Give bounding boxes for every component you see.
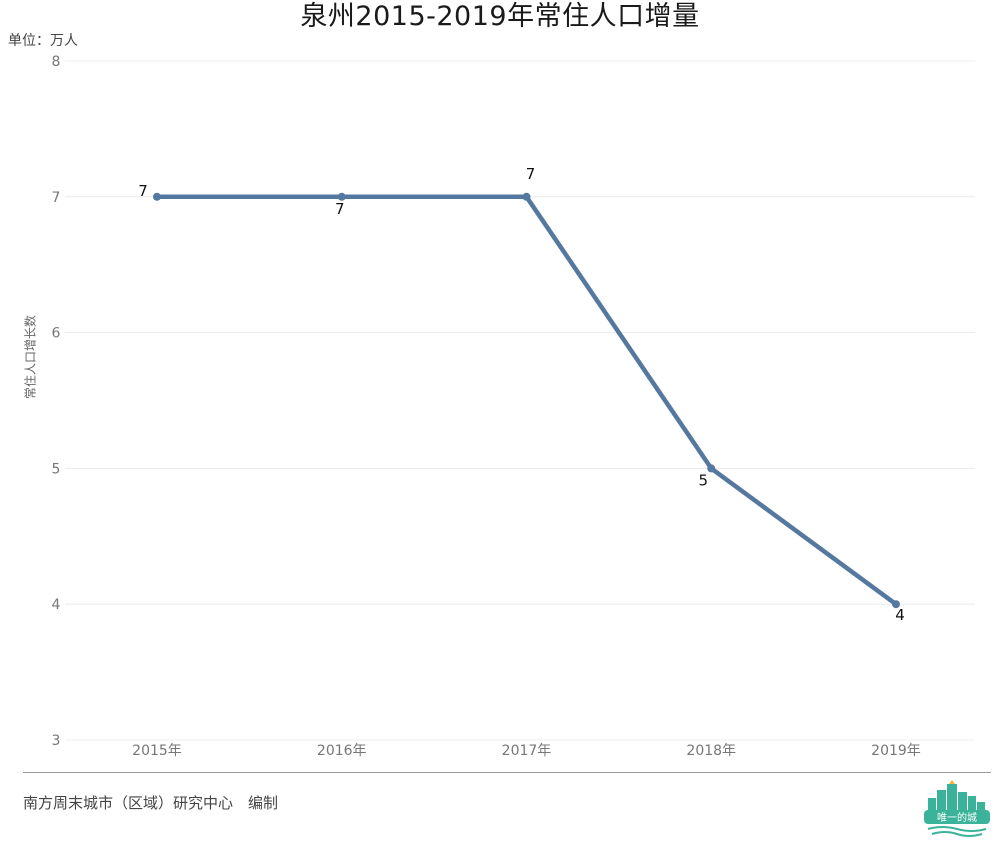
unit-note: 单位：万人 [8,33,78,49]
data-point [522,192,531,201]
source-note: 南方周末城市（区域）研究中心 编制 [23,794,279,812]
y-tick-label: 7 [52,190,61,206]
data-label: 7 [335,200,345,218]
x-tick-label: 2018年 [686,743,736,759]
data-point [892,600,900,609]
y-tick-label: 6 [52,326,61,342]
data-label: 7 [138,182,148,200]
y-tick-label: 3 [52,733,61,749]
data-label: 4 [895,606,905,624]
data-point [337,192,346,201]
logo-text: 唯一的城 [937,811,977,824]
x-tick-label: 2016年 [317,743,367,759]
y-tick-label: 8 [52,54,61,70]
brand-logo: 唯一的城 [922,780,992,838]
data-point [707,464,716,473]
y-tick-label: 5 [52,461,61,477]
chart-title: 泉州2015-2019年常住人口增量 [300,1,700,32]
series-line [154,194,899,607]
x-tick-label: 2019年 [871,743,921,759]
x-tick-label: 2015年 [132,743,182,759]
data-label: 7 [526,165,536,183]
footer-divider [23,772,991,773]
x-tick-label: 2017年 [502,743,552,759]
data-label: 5 [698,471,708,489]
y-tick-label: 4 [52,597,61,613]
data-point [153,192,161,201]
